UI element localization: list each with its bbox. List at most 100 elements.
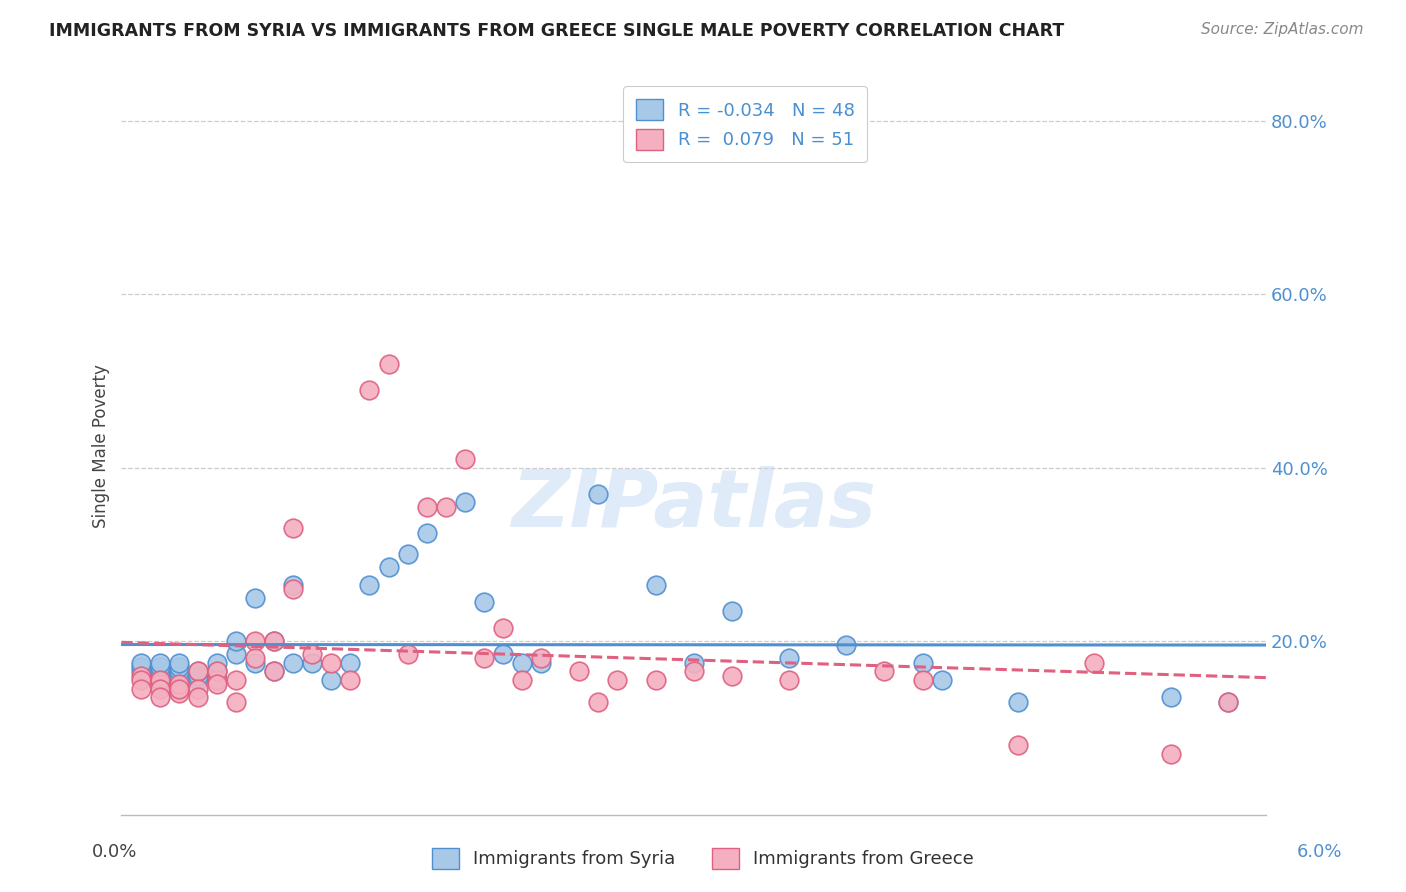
Point [778, 673, 800, 687]
Point [129, 673, 152, 687]
Point [243, 591, 266, 605]
Legend: R = -0.034   N = 48, R =  0.079   N = 51: R = -0.034 N = 48, R = 0.079 N = 51 [623, 87, 868, 162]
Point [396, 548, 419, 562]
Point [339, 656, 361, 670]
Point [167, 681, 190, 696]
Point [205, 673, 228, 687]
Point [377, 357, 399, 371]
Point [263, 665, 285, 679]
Point [301, 647, 323, 661]
Point [721, 604, 744, 618]
Text: IMMIGRANTS FROM SYRIA VS IMMIGRANTS FROM GREECE SINGLE MALE POVERTY CORRELATION : IMMIGRANTS FROM SYRIA VS IMMIGRANTS FROM… [49, 22, 1064, 40]
Point [167, 660, 190, 674]
Point [149, 681, 172, 696]
Point [205, 665, 228, 679]
Point [377, 560, 399, 574]
Point [588, 695, 610, 709]
Point [606, 673, 628, 687]
Point [149, 669, 172, 683]
Point [530, 651, 553, 665]
Point [243, 656, 266, 670]
Point [263, 665, 285, 679]
Point [129, 669, 152, 683]
Text: 6.0%: 6.0% [1298, 843, 1343, 861]
Point [873, 665, 896, 679]
Point [205, 677, 228, 691]
Point [454, 452, 477, 467]
Point [1216, 695, 1239, 709]
Point [205, 656, 228, 670]
Point [187, 681, 209, 696]
Point [434, 500, 457, 514]
Point [472, 651, 495, 665]
Point [321, 656, 343, 670]
Point [454, 495, 477, 509]
Point [682, 656, 704, 670]
Point [187, 669, 209, 683]
Point [415, 500, 437, 514]
Point [149, 656, 172, 670]
Point [492, 647, 515, 661]
Point [225, 695, 247, 709]
Point [167, 669, 190, 683]
Point [263, 634, 285, 648]
Point [167, 686, 190, 700]
Point [149, 673, 172, 687]
Point [1007, 738, 1029, 752]
Point [321, 673, 343, 687]
Point [149, 690, 172, 705]
Point [167, 665, 190, 679]
Point [492, 621, 515, 635]
Point [510, 656, 533, 670]
Point [588, 486, 610, 500]
Point [911, 656, 934, 670]
Point [281, 656, 304, 670]
Point [243, 651, 266, 665]
Point [644, 578, 666, 592]
Point [281, 582, 304, 596]
Text: Source: ZipAtlas.com: Source: ZipAtlas.com [1201, 22, 1364, 37]
Point [1007, 695, 1029, 709]
Point [205, 673, 228, 687]
Point [167, 681, 190, 696]
Text: ZIPatlas: ZIPatlas [512, 466, 876, 544]
Point [205, 665, 228, 679]
Point [911, 673, 934, 687]
Point [530, 656, 553, 670]
Point [644, 673, 666, 687]
Point [472, 595, 495, 609]
Point [129, 656, 152, 670]
Point [510, 673, 533, 687]
Point [225, 673, 247, 687]
Point [359, 383, 381, 397]
Point [931, 673, 953, 687]
Point [149, 660, 172, 674]
Y-axis label: Single Male Poverty: Single Male Poverty [93, 364, 110, 528]
Point [167, 656, 190, 670]
Point [1160, 690, 1182, 705]
Point [129, 660, 152, 674]
Text: 0.0%: 0.0% [91, 843, 136, 861]
Point [339, 673, 361, 687]
Point [415, 525, 437, 540]
Point [243, 634, 266, 648]
Point [1216, 695, 1239, 709]
Point [1083, 656, 1105, 670]
Legend: Immigrants from Syria, Immigrants from Greece: Immigrants from Syria, Immigrants from G… [425, 840, 981, 876]
Point [778, 651, 800, 665]
Point [396, 647, 419, 661]
Point [721, 669, 744, 683]
Point [301, 656, 323, 670]
Point [281, 521, 304, 535]
Point [187, 665, 209, 679]
Point [187, 673, 209, 687]
Point [167, 677, 190, 691]
Point [263, 634, 285, 648]
Point [225, 634, 247, 648]
Point [359, 578, 381, 592]
Point [835, 639, 858, 653]
Point [187, 665, 209, 679]
Point [149, 665, 172, 679]
Point [187, 690, 209, 705]
Point [281, 578, 304, 592]
